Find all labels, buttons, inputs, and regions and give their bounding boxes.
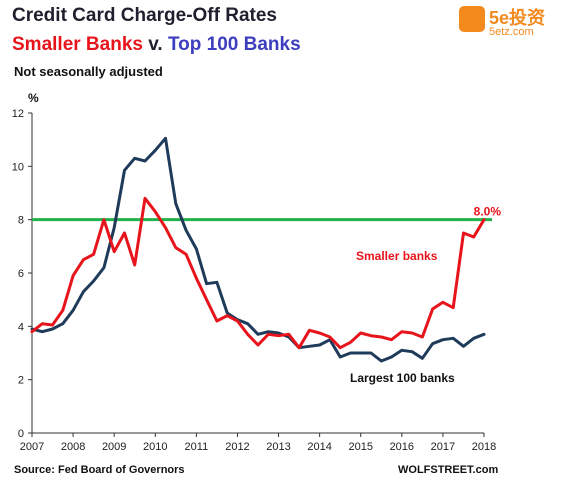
y-tick-label: 0 [18,428,24,440]
x-tick-label: 2015 [348,441,372,453]
x-tick-label: 2009 [102,441,126,453]
y-tick-label: 12 [12,108,24,120]
y-axis-label: % [28,91,39,105]
annotation-largest-banks: Largest 100 banks [350,371,455,385]
y-tick-label: 10 [12,161,24,173]
x-tick-label: 2008 [61,441,85,453]
site-logo[interactable]: 5e投资 5etz.com [459,4,563,42]
y-tick-label: 6 [18,268,24,280]
series-line-largest [30,136,486,363]
chart-note: Not seasonally adjusted [14,64,163,79]
x-tick-label: 2017 [431,441,455,453]
y-tick-label: 8 [18,215,24,227]
x-tick-label: 2011 [185,441,209,453]
logo-icon [459,6,485,32]
y-tick-label: 2 [18,375,24,387]
subtitle-top-banks: Top 100 Banks [167,34,301,55]
reference-line-label: 8.0% [474,205,502,219]
chart-subtitle: Smaller Banks v. Top 100 Banks [12,34,301,56]
x-tick-label: 2016 [390,441,414,453]
subtitle-versus: v. [142,34,168,55]
y-tick-label: 4 [18,321,24,333]
x-tick-label: 2013 [266,441,290,453]
chart-title: Credit Card Charge-Off Rates [12,5,277,26]
x-tick-label: 2018 [472,441,496,453]
logo-text: 5e投资 [489,8,546,28]
subtitle-smaller-banks: Smaller Banks [12,34,143,55]
logo-url: 5etz.com [489,26,534,38]
annotation-smaller-banks: Smaller banks [356,249,438,263]
x-tick-label: 2014 [307,441,331,453]
x-tick-label: 2007 [20,441,44,453]
credit-note: WOLFSTREET.com [398,464,499,476]
x-tick-label: 2012 [225,441,249,453]
series-line-smaller [30,196,486,350]
x-tick-label: 2010 [143,441,167,453]
source-note: Source: Fed Board of Governors [14,464,185,476]
